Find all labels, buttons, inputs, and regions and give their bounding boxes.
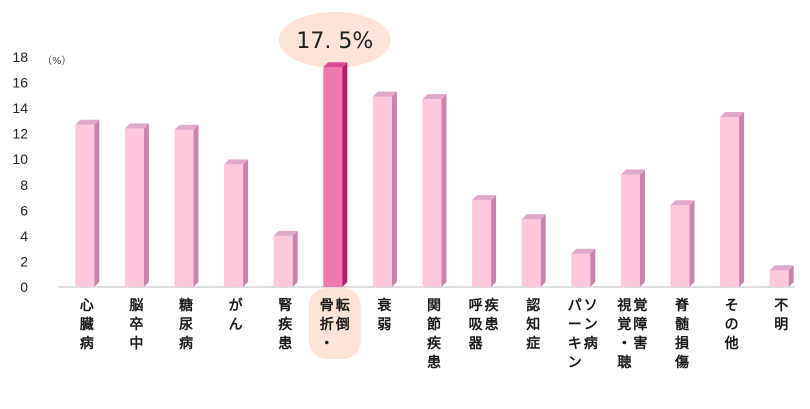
bar bbox=[372, 91, 397, 287]
bar bbox=[273, 230, 298, 287]
bar-front bbox=[224, 164, 244, 287]
y-tick-label: 6 bbox=[20, 202, 28, 218]
bar-top bbox=[769, 265, 794, 271]
category-label: 脊髄損傷 bbox=[674, 297, 690, 371]
bar-top bbox=[620, 169, 645, 175]
y-tick-label: 14 bbox=[12, 100, 28, 116]
bar bbox=[124, 123, 149, 287]
bar-top bbox=[224, 159, 249, 165]
category-label: その他 bbox=[724, 298, 739, 352]
category-label: 脳卒中 bbox=[129, 297, 143, 352]
bar bbox=[670, 200, 695, 287]
bar-front bbox=[620, 174, 640, 287]
bar-front bbox=[571, 253, 591, 287]
bar bbox=[174, 124, 199, 287]
bar-front bbox=[75, 124, 95, 287]
bar-front bbox=[720, 117, 740, 287]
y-tick-label: 10 bbox=[12, 151, 28, 167]
bar-front bbox=[769, 270, 789, 287]
bar-front bbox=[472, 200, 492, 287]
bar-top bbox=[422, 94, 447, 100]
bar-side bbox=[243, 159, 249, 287]
bar bbox=[472, 195, 497, 287]
bar-side bbox=[342, 62, 348, 287]
bar-top bbox=[372, 91, 397, 97]
bar bbox=[571, 248, 596, 287]
category-label: 骨折・転倒 bbox=[320, 297, 350, 352]
category-label: 心臓病 bbox=[80, 298, 94, 352]
bar bbox=[620, 169, 645, 287]
bar-top bbox=[571, 248, 596, 254]
bar-top bbox=[174, 124, 199, 130]
bar bbox=[720, 112, 745, 287]
bar-side bbox=[788, 265, 794, 287]
bar-side bbox=[391, 91, 397, 287]
bar-top bbox=[720, 112, 745, 118]
chart-bars bbox=[75, 62, 794, 288]
bar-side bbox=[540, 214, 546, 287]
bar-top bbox=[323, 62, 348, 68]
y-tick-label: 18 bbox=[12, 49, 28, 65]
y-tick-label: 12 bbox=[12, 126, 28, 142]
bar-side bbox=[639, 169, 645, 287]
y-tick-label: 8 bbox=[20, 177, 28, 193]
bar bbox=[769, 265, 794, 287]
bar-top bbox=[273, 230, 298, 236]
highlight-value-label: 17. 5% bbox=[296, 29, 373, 54]
callout-backgrounds bbox=[278, 12, 391, 359]
category-label: 糖尿病 bbox=[179, 297, 193, 352]
bar-front bbox=[670, 205, 690, 287]
category-label: 腎疾患 bbox=[278, 298, 293, 352]
bar-front bbox=[521, 219, 541, 287]
bar-front bbox=[422, 99, 442, 288]
bar-side bbox=[441, 94, 447, 288]
bar-top bbox=[472, 195, 497, 201]
bar-top bbox=[670, 200, 695, 206]
bar bbox=[521, 214, 546, 287]
bar-front bbox=[174, 129, 194, 287]
category-label: 関節疾患 bbox=[427, 298, 442, 371]
category-label: 視覚・聴覚障害 bbox=[616, 297, 647, 371]
category-label: パーキンソン病 bbox=[568, 298, 598, 371]
bar bbox=[224, 159, 249, 287]
highlight-value-bubble bbox=[278, 12, 391, 68]
bar-side bbox=[292, 230, 298, 287]
y-tick-label: 0 bbox=[20, 279, 28, 295]
bar-front bbox=[372, 96, 392, 287]
y-tick-label: 4 bbox=[20, 228, 28, 244]
bar-top bbox=[75, 119, 100, 125]
bar bbox=[323, 62, 348, 287]
bar-front bbox=[124, 128, 144, 287]
category-label: がん bbox=[229, 297, 244, 333]
bar-top bbox=[521, 214, 546, 220]
category-label: 不明 bbox=[774, 298, 788, 333]
bar-side bbox=[739, 112, 745, 287]
bar-side bbox=[590, 248, 596, 287]
bar bbox=[422, 94, 447, 288]
category-label: 呼吸器疾患 bbox=[468, 297, 500, 352]
bar-front bbox=[273, 235, 293, 287]
bar-top bbox=[124, 123, 149, 129]
bar-front bbox=[323, 67, 343, 287]
bar bbox=[75, 119, 100, 287]
bar-side bbox=[94, 119, 100, 287]
bar-side bbox=[491, 195, 497, 287]
y-tick-label: 2 bbox=[20, 253, 28, 269]
bar-side bbox=[689, 200, 695, 287]
y-tick-label: 16 bbox=[12, 75, 28, 91]
bar-side bbox=[143, 123, 149, 287]
y-axis-unit-label: （%） bbox=[42, 55, 72, 67]
category-label: 衰弱 bbox=[376, 297, 392, 333]
category-label: 認知症 bbox=[526, 297, 540, 352]
bar-side bbox=[193, 124, 199, 287]
highlight-label-background bbox=[308, 288, 361, 359]
